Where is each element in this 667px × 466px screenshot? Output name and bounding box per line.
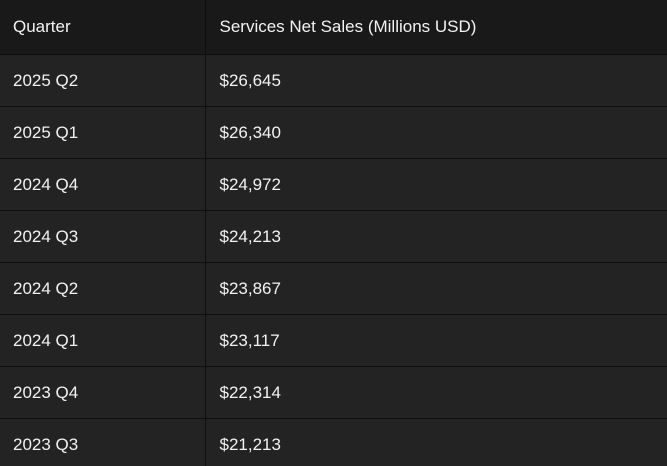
cell-net-sales: $23,867 — [205, 262, 667, 315]
cell-quarter: 2025 Q2 — [0, 54, 206, 107]
table-row: 2023 Q3 $21,213 — [0, 418, 667, 466]
column-header-services-net-sales: Services Net Sales (Millions USD) — [205, 0, 667, 55]
table-header: Quarter Services Net Sales (Millions USD… — [0, 0, 667, 55]
cell-quarter: 2023 Q3 — [0, 418, 206, 466]
cell-quarter: 2024 Q3 — [0, 210, 206, 263]
cell-net-sales: $21,213 — [205, 418, 667, 466]
table-row: 2024 Q2 $23,867 — [0, 262, 667, 315]
table-row: 2024 Q3 $24,213 — [0, 210, 667, 263]
table-row: 2024 Q4 $24,972 — [0, 158, 667, 211]
cell-net-sales: $24,972 — [205, 158, 667, 211]
column-header-quarter: Quarter — [0, 0, 206, 55]
cell-net-sales: $24,213 — [205, 210, 667, 263]
cell-net-sales: $22,314 — [205, 366, 667, 419]
table-row: 2025 Q2 $26,645 — [0, 54, 667, 107]
table-row: 2025 Q1 $26,340 — [0, 106, 667, 159]
cell-net-sales: $26,340 — [205, 106, 667, 159]
cell-quarter: 2024 Q4 — [0, 158, 206, 211]
table-body: 2025 Q2 $26,645 2025 Q1 $26,340 2024 Q4 … — [0, 54, 667, 466]
cell-quarter: 2024 Q1 — [0, 314, 206, 367]
cell-quarter: 2023 Q4 — [0, 366, 206, 419]
cell-quarter: 2024 Q2 — [0, 262, 206, 315]
cell-quarter: 2025 Q1 — [0, 106, 206, 159]
header-row: Quarter Services Net Sales (Millions USD… — [0, 0, 667, 55]
cell-net-sales: $26,645 — [205, 54, 667, 107]
table-row: 2024 Q1 $23,117 — [0, 314, 667, 367]
cell-net-sales: $23,117 — [205, 314, 667, 367]
table-row: 2023 Q4 $22,314 — [0, 366, 667, 419]
